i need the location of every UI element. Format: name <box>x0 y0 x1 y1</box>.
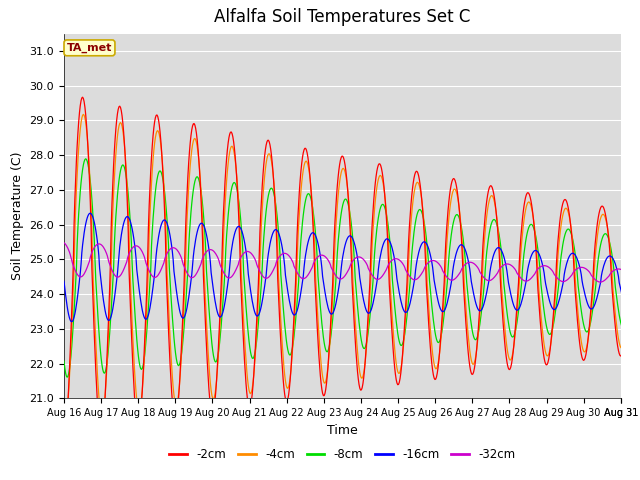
Title: Alfalfa Soil Temperatures Set C: Alfalfa Soil Temperatures Set C <box>214 9 470 26</box>
Text: TA_met: TA_met <box>67 43 112 53</box>
X-axis label: Time: Time <box>327 424 358 437</box>
Y-axis label: Soil Temperature (C): Soil Temperature (C) <box>11 152 24 280</box>
Legend: -2cm, -4cm, -8cm, -16cm, -32cm: -2cm, -4cm, -8cm, -16cm, -32cm <box>164 443 520 466</box>
